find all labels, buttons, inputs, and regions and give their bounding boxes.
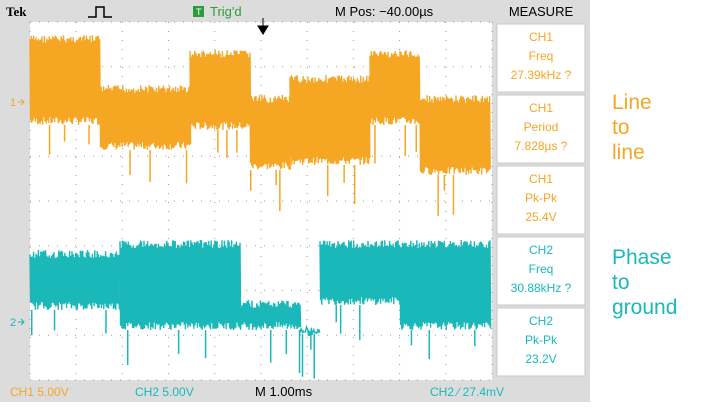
waveform-segment: [190, 50, 251, 130]
trigger-state: Trig'd: [210, 4, 242, 19]
measure-label: Freq: [529, 262, 554, 276]
position: M Pos: −40.00µs: [335, 4, 434, 19]
waveform-segment: [420, 95, 490, 175]
waveform-segment: [290, 75, 370, 165]
waveform-segment: [250, 95, 290, 170]
annotation-text: to: [612, 116, 630, 139]
annotation-text: line: [612, 141, 645, 164]
brand: Tek: [6, 4, 27, 19]
annotation-text: Line: [612, 91, 652, 114]
trig-icon-letter: T: [196, 7, 202, 17]
measure-channel: CH2: [529, 243, 553, 257]
annotation-text: to: [612, 271, 630, 294]
ch2-scale: CH2 5.00V: [135, 385, 194, 399]
timebase: M 1.00ms: [255, 384, 313, 399]
measure-label: Pk-Pk: [525, 191, 558, 205]
waveform-segment: [120, 240, 241, 330]
measure-label: Period: [524, 120, 559, 134]
waveform-segment: [370, 50, 420, 125]
ch1-marker: 1: [10, 97, 16, 109]
annotation-text: Phase: [612, 246, 672, 269]
measure-channel: CH2: [529, 314, 553, 328]
ch1-scale: CH1 5.00V: [10, 385, 69, 399]
scope: Tek T Trig'd M Pos: −40.00µs MEASURE CH1…: [0, 0, 709, 409]
waveform-segment: [100, 85, 191, 150]
measure-value: 7.828µs ?: [515, 139, 568, 153]
waveform-segment: [400, 240, 491, 330]
measure-title: MEASURE: [509, 4, 574, 19]
measure-label: Pk-Pk: [525, 333, 558, 347]
measure-channel: CH1: [529, 172, 553, 186]
measure-channel: CH1: [529, 30, 553, 44]
measure-panel: CH1 Freq 27.39kHz ? CH1 Period 7.828µs ? CH1 Pk…: [497, 24, 585, 376]
measure-value: 27.39kHz ?: [511, 68, 572, 82]
measure-value: 30.88kHz ?: [511, 281, 572, 295]
measure-channel: CH1: [529, 101, 553, 115]
measure-label: Freq: [529, 49, 554, 63]
waveform-segment: [320, 240, 400, 305]
screen: Tek T Trig'd M Pos: −40.00µs MEASURE CH1…: [0, 0, 709, 409]
measure-value: 23.2V: [525, 352, 556, 366]
measure-value: 25.4V: [525, 210, 556, 224]
annotation-text: ground: [612, 296, 677, 319]
ch2-marker: 2: [10, 317, 16, 329]
trigger-setting: CH2 ⁄ 27.4mV: [430, 385, 504, 399]
waveform-segment: [30, 250, 119, 310]
waveform-segment: [30, 35, 100, 125]
